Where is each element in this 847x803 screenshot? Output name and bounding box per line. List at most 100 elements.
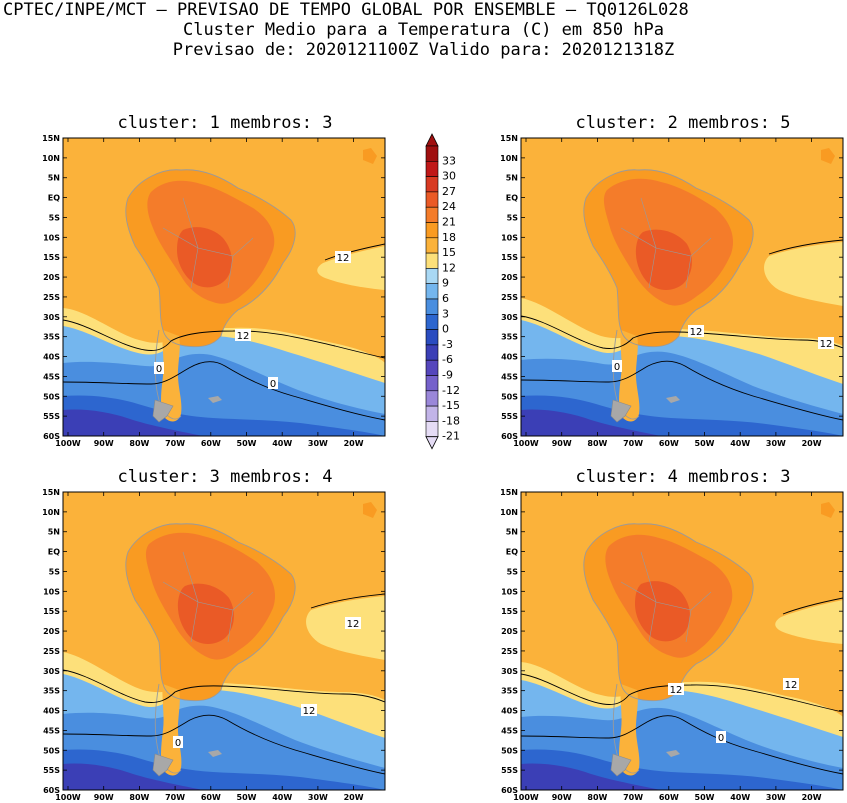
colorbar-box <box>425 191 439 208</box>
lon-label: 60W <box>659 439 679 448</box>
colorbar-box <box>425 314 439 330</box>
tierra-del-fuego <box>610 753 632 777</box>
lon-label: 90W <box>94 793 114 802</box>
coastline-south <box>612 683 640 774</box>
shade-yellowNE <box>775 600 843 644</box>
lat-label: 15S <box>501 607 518 616</box>
lat-label: 15S <box>43 607 60 616</box>
lon-label: 60W <box>201 793 221 802</box>
lat-label: 15N <box>500 488 518 497</box>
colorbar-label: 15 <box>442 246 456 259</box>
temperature-field <box>521 138 843 436</box>
lat-label: 60S <box>501 432 518 441</box>
lat-label: 20S <box>43 273 60 282</box>
lon-label: 100W <box>55 439 81 448</box>
contour-label: 12 <box>337 253 350 264</box>
colorbar-box <box>425 206 439 223</box>
lat-label: 15S <box>43 253 60 262</box>
tierra-del-fuego <box>152 399 174 423</box>
map-frame <box>62 137 386 437</box>
lat-label: 30S <box>43 667 60 676</box>
lat-label: 10S <box>501 233 518 242</box>
colorbar-label: 21 <box>442 216 456 229</box>
coastline-south <box>154 329 182 420</box>
coastline <box>125 169 296 348</box>
lon-label: 20W <box>802 793 822 802</box>
lon-label: 50W <box>237 793 257 802</box>
lat-label: 50S <box>501 392 518 401</box>
shade-hotter <box>177 227 232 288</box>
lon-label: 50W <box>237 439 257 448</box>
lat-label: 10S <box>43 233 60 242</box>
falkland-islands <box>666 750 680 757</box>
lat-label: 5S <box>49 213 61 222</box>
colorbar-label: -21 <box>442 430 460 443</box>
colorbar-box <box>425 145 439 162</box>
country-borders <box>620 551 712 643</box>
colorbar-box <box>425 359 439 376</box>
lat-label: 25S <box>501 647 518 656</box>
map-panel-3: 12 12 0 15N 10N 5N EQ 5S 10S 15S 20S 25S 30S 35S 40S 45… <box>42 488 386 802</box>
colorbar-label: 9 <box>442 277 449 290</box>
lon-label: 40W <box>730 793 750 802</box>
colorbar-label: 27 <box>442 185 456 198</box>
header-line-1: CPTEC/INPE/MCT – PREVISAO DE TEMPO GLOBA… <box>3 0 689 20</box>
lat-label: 40S <box>43 707 60 716</box>
lat-label: 5S <box>507 213 519 222</box>
lon-label: 80W <box>587 439 607 448</box>
falkland-islands <box>666 396 680 403</box>
lat-label: 30S <box>43 313 60 322</box>
map-panel-4: 12 12 0 15N 10N 5N EQ 5S 10S 15S 20S 25S 30S 35S 40S 45… <box>500 488 844 802</box>
lat-label: 5N <box>506 528 518 537</box>
contour-0 <box>521 360 843 421</box>
lat-label: 50S <box>43 392 60 401</box>
shade-tail <box>161 330 182 422</box>
contour-12 <box>63 669 385 703</box>
header-line-3: Previsao de: 2020121100Z Valido para: 20… <box>172 40 675 60</box>
contour-label: 12 <box>347 619 360 630</box>
contour-label-bg <box>818 337 834 349</box>
colorbar-label: 18 <box>442 231 456 244</box>
contour-label: 0 <box>614 362 620 373</box>
lat-label: 5S <box>507 567 519 576</box>
panel-2-title: cluster: 2 membros: 5 <box>575 113 791 133</box>
shade-tail <box>161 684 182 776</box>
lat-label: 15N <box>42 134 60 143</box>
lat-label: 15N <box>500 134 518 143</box>
lon-label: 50W <box>695 439 715 448</box>
coastline <box>583 169 754 348</box>
lat-label: 20S <box>43 627 60 636</box>
coastline <box>583 523 754 702</box>
lat-label: 40S <box>501 353 518 362</box>
lon-label: 30W <box>308 439 328 448</box>
header-line-2: Cluster Medio para a Temperatura (C) em … <box>182 20 665 40</box>
contour-12 <box>521 315 843 349</box>
lat-label: 5S <box>49 567 61 576</box>
contour-12-ne <box>768 239 843 255</box>
colorbar-box <box>425 268 439 284</box>
lon-label: 20W <box>802 439 822 448</box>
contour-12-ne <box>324 243 385 261</box>
colorbar-box <box>425 344 439 361</box>
lon-label: 100W <box>513 439 539 448</box>
colorbar-bottom-arrow <box>425 436 439 450</box>
contour-label: 0 <box>175 738 181 749</box>
shade-island <box>821 148 835 164</box>
contour-12 <box>521 673 843 713</box>
contour-label-bg <box>688 325 704 337</box>
colorbar-label: -3 <box>442 338 453 351</box>
temperature-field <box>63 138 385 436</box>
colorbar-label: 6 <box>442 292 449 305</box>
lat-label: 55S <box>501 766 518 775</box>
lon-label: 40W <box>730 439 750 448</box>
lat-label: 10N <box>42 508 60 517</box>
lon-label: 50W <box>695 793 715 802</box>
colorbar-label: 24 <box>442 200 456 213</box>
country-borders <box>620 197 712 289</box>
shade-island <box>821 502 835 518</box>
colorbar-box <box>425 298 439 315</box>
lat-label: 5N <box>506 174 518 183</box>
lat-label: 45S <box>43 372 60 381</box>
lon-label: 20W <box>344 793 364 802</box>
